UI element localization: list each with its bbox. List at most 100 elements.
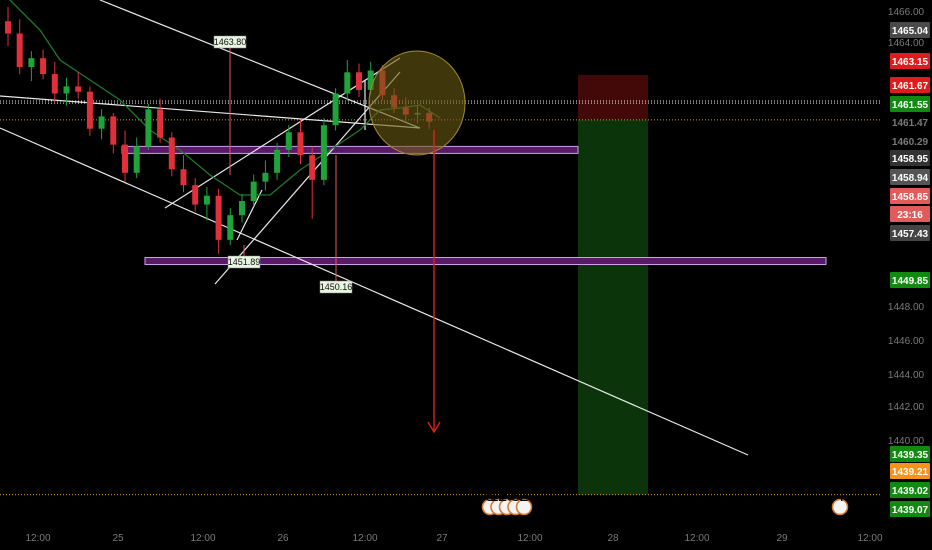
price-badge-bg (890, 53, 930, 69)
price-badge-label: 1457.43 (892, 229, 929, 240)
candle-body (250, 181, 257, 202)
price-badge-bg (890, 169, 930, 185)
candle-body (157, 109, 164, 138)
trend-line (99, 0, 421, 129)
y-tick-label: 1464.00 (888, 38, 925, 49)
price-badge-bg (890, 501, 930, 517)
price-badge-label: 1458.85 (892, 192, 929, 203)
annotation-label: 1450.16 (320, 282, 353, 292)
price-badge-bg (890, 22, 930, 38)
candle-body (192, 185, 199, 205)
price-badge: 1439.07 (890, 501, 930, 517)
x-axis[interactable]: 12:00 25 12:00 26 12:00 27 12:00 28 12:00 29 12:00 (0, 522, 932, 550)
price-badge-label: 1449.85 (892, 276, 929, 287)
price-badge: 1458.85 (890, 188, 930, 204)
highlight-ellipse (368, 50, 466, 156)
price-badge: 23:16 (890, 206, 930, 222)
price-badge-label: 1439.35 (892, 450, 929, 461)
annotation-label: 1463.80 (214, 37, 247, 47)
candle-body (274, 149, 281, 173)
zone-rect[interactable] (121, 145, 579, 154)
x-tick-label: 28 (607, 533, 619, 544)
price-badge: 1460.29 (892, 137, 929, 148)
x-tick-label: 12:00 (190, 533, 215, 544)
price-badge: 1449.85 (890, 272, 930, 288)
event-count: 5 (486, 488, 495, 505)
price-badge-label: 1439.21 (892, 467, 929, 478)
price-badge-label: 1461.47 (892, 118, 929, 129)
candle-body (332, 93, 339, 126)
candle-body (75, 86, 82, 92)
candle-body (145, 109, 152, 147)
price-badge-bg (890, 482, 930, 498)
event-count: 4 (836, 488, 845, 505)
y-tick-label: 1446.00 (888, 336, 925, 347)
price-badge-bg (890, 77, 930, 93)
price-badge-label: 1463.15 (892, 57, 929, 68)
candle-body (110, 116, 117, 145)
candle-body (285, 132, 292, 150)
trend-line (0, 95, 421, 129)
price-badge-label: 1461.67 (892, 81, 929, 92)
price-badge-bg (890, 272, 930, 288)
x-tick-label: 27 (436, 533, 448, 544)
price-badge-bg (890, 150, 930, 166)
price-badge: 1457.43 (890, 225, 930, 241)
candle-body (5, 21, 11, 34)
candle-body (344, 72, 351, 94)
candle-body (51, 74, 58, 94)
price-badge: 1458.95 (890, 150, 930, 166)
candle-body (40, 58, 47, 75)
candle-body (180, 169, 187, 186)
x-tick-label: 25 (112, 533, 124, 544)
take-profit-zone (578, 119, 648, 495)
price-badge-bg (890, 463, 930, 479)
price-badge: 1439.21 (890, 463, 930, 479)
price-badge-bg (890, 96, 930, 112)
price-badge-label: 1439.02 (892, 486, 929, 497)
candle-body (262, 172, 269, 182)
candle-body (367, 70, 374, 90)
annotations-layer: 1463.80 1451.89 1450.16 (214, 35, 466, 434)
candle-body (63, 86, 70, 94)
event-flag-icon (515, 498, 533, 516)
candle-body (309, 155, 316, 180)
y-axis[interactable]: 1466.00 1464.00 1448.00 1446.00 1444.00 1442.… (880, 0, 932, 550)
y-tick-label: 1442.00 (888, 402, 925, 413)
price-badge-label: 1460.29 (892, 137, 929, 148)
event-flag-icon (831, 498, 849, 516)
candle-body (122, 144, 128, 173)
price-badge-bg (890, 206, 930, 222)
zones-layer (121, 74, 827, 495)
candle-body (227, 215, 234, 240)
candle-body (203, 195, 210, 205)
drawings-layer (0, 0, 880, 496)
price-badge: 1439.02 (890, 482, 930, 498)
price-badge: 1461.55 (890, 96, 930, 112)
x-tick-label: 12:00 (857, 533, 882, 544)
price-badge: 1461.47 (892, 118, 929, 129)
price-badge-label: 1465.04 (892, 26, 929, 37)
price-badge-label: 1458.95 (892, 154, 929, 165)
price-badge-bg (890, 446, 930, 462)
event-count: 3 (511, 488, 520, 505)
y-tick-label: 1444.00 (888, 370, 925, 381)
x-axis-background (0, 522, 932, 550)
candle-body (28, 58, 35, 68)
trend-line (236, 189, 263, 241)
price-badge: 1458.94 (890, 169, 930, 185)
candle-body (86, 91, 93, 129)
candle-body (133, 146, 140, 173)
candle-body (356, 72, 362, 90)
stop-loss-zone (578, 74, 648, 120)
price-badge-label: 1461.55 (892, 100, 929, 111)
x-tick-label: 26 (277, 533, 289, 544)
zone-rect[interactable] (144, 257, 827, 265)
price-badge-label: 1458.94 (892, 173, 929, 184)
x-tick-label: 12:00 (25, 533, 50, 544)
price-badge-label: 23:16 (897, 210, 923, 221)
trend-line (0, 127, 749, 456)
y-tick-label: 1440.00 (888, 436, 925, 447)
